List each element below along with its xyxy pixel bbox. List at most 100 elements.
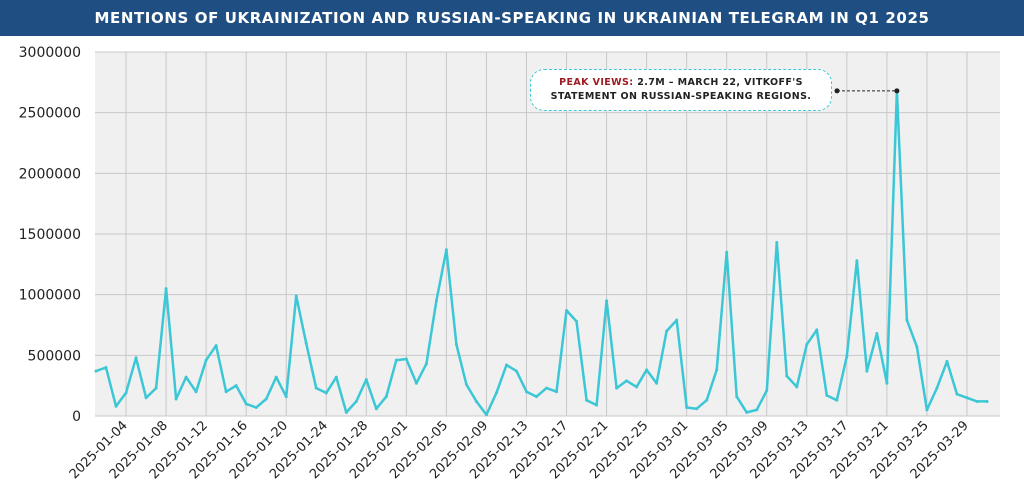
data-point: [555, 390, 559, 394]
data-point: [885, 381, 889, 385]
data-point: [264, 397, 268, 401]
y-tick-label: 3000000: [19, 45, 81, 61]
peak-annotation-text1: 2.7M – MARCH 22, VITKOFF'S: [633, 77, 803, 88]
data-point: [585, 398, 589, 402]
data-point: [655, 381, 659, 385]
data-point: [825, 393, 829, 397]
y-tick-label: 1000000: [19, 288, 81, 304]
data-point: [234, 384, 238, 388]
data-point: [524, 390, 528, 394]
chart-title: MENTIONS OF UKRAINIZATION AND RUSSIAN-SP…: [94, 9, 930, 27]
data-point: [324, 391, 328, 395]
peak-annotation-highlight: PEAK VIEWS:: [559, 77, 634, 88]
y-tick-label: 2000000: [19, 166, 81, 182]
data-point: [104, 365, 108, 369]
data-point: [294, 294, 298, 298]
data-point: [785, 374, 789, 378]
data-point: [685, 406, 689, 410]
data-point: [955, 392, 959, 396]
data-point: [274, 375, 278, 379]
data-point: [474, 399, 478, 403]
data-point: [314, 386, 318, 390]
data-point: [464, 382, 468, 386]
peak-annotation-line2: STATEMENT ON RUSSIAN-SPEAKING REGIONS.: [550, 91, 812, 102]
data-point: [454, 342, 458, 346]
data-point: [164, 287, 168, 291]
data-point: [775, 240, 779, 244]
data-point: [254, 406, 258, 410]
data-point: [565, 308, 569, 312]
data-point: [845, 355, 849, 359]
data-point: [575, 319, 579, 323]
data-point: [665, 329, 669, 333]
data-point: [735, 395, 739, 399]
data-point: [514, 369, 518, 373]
data-point: [244, 402, 248, 406]
data-point: [765, 389, 769, 393]
data-point: [635, 385, 639, 389]
data-point: [284, 395, 288, 399]
data-point: [184, 375, 188, 379]
data-point: [835, 398, 839, 402]
data-point: [444, 248, 448, 252]
chart-title-bar: MENTIONS OF UKRAINIZATION AND RUSSIAN-SP…: [0, 0, 1024, 36]
data-point: [384, 395, 388, 399]
data-point: [424, 362, 428, 366]
data-point: [484, 413, 488, 417]
data-point: [875, 331, 879, 335]
data-point: [645, 368, 649, 372]
data-point: [174, 397, 178, 401]
data-point: [855, 259, 859, 263]
y-tick-label: 500000: [28, 348, 81, 364]
data-point: [304, 341, 308, 345]
peak-marker: [894, 88, 900, 94]
data-point: [815, 328, 819, 332]
data-point: [975, 399, 979, 403]
data-point: [625, 379, 629, 383]
data-point: [705, 398, 709, 402]
data-point: [94, 369, 98, 373]
y-tick-label: 0: [72, 409, 81, 425]
data-point: [534, 395, 538, 399]
data-point: [344, 410, 348, 414]
data-point: [204, 358, 208, 362]
data-point: [214, 344, 218, 348]
data-point: [715, 368, 719, 372]
data-point: [194, 390, 198, 394]
data-point: [935, 386, 939, 390]
data-point: [965, 396, 969, 400]
line-chart: 0 500000 1000000 1500000 2000000 2500000 30000…: [19, 45, 1000, 482]
data-point: [545, 386, 549, 390]
data-point: [675, 318, 679, 322]
data-point: [374, 407, 378, 411]
data-point: [595, 403, 599, 407]
data-point: [354, 399, 358, 403]
data-point: [114, 404, 118, 408]
data-point: [124, 391, 128, 395]
data-point: [334, 375, 338, 379]
data-point: [144, 396, 148, 400]
data-point: [805, 342, 809, 346]
data-point: [905, 318, 909, 322]
data-point: [985, 399, 989, 403]
data-point: [615, 386, 619, 390]
y-tick-label: 2500000: [19, 106, 81, 122]
data-point: [154, 386, 158, 390]
data-point: [755, 408, 759, 412]
peak-annotation: PEAK VIEWS: 2.7M – MARCH 22, VITKOFF'S S…: [530, 69, 832, 111]
data-point: [945, 359, 949, 363]
data-point: [404, 357, 408, 361]
peak-annotation-line1: PEAK VIEWS: 2.7M – MARCH 22, VITKOFF'S: [559, 76, 803, 90]
data-point: [504, 363, 508, 367]
data-point: [725, 250, 729, 254]
data-point: [434, 299, 438, 303]
data-point: [695, 407, 699, 411]
data-point: [224, 390, 228, 394]
data-point: [915, 345, 919, 349]
data-point: [134, 356, 138, 360]
data-point: [364, 378, 368, 382]
data-point: [394, 358, 398, 362]
y-tick-label: 1500000: [19, 227, 81, 243]
data-point: [925, 408, 929, 412]
data-point: [865, 369, 869, 373]
